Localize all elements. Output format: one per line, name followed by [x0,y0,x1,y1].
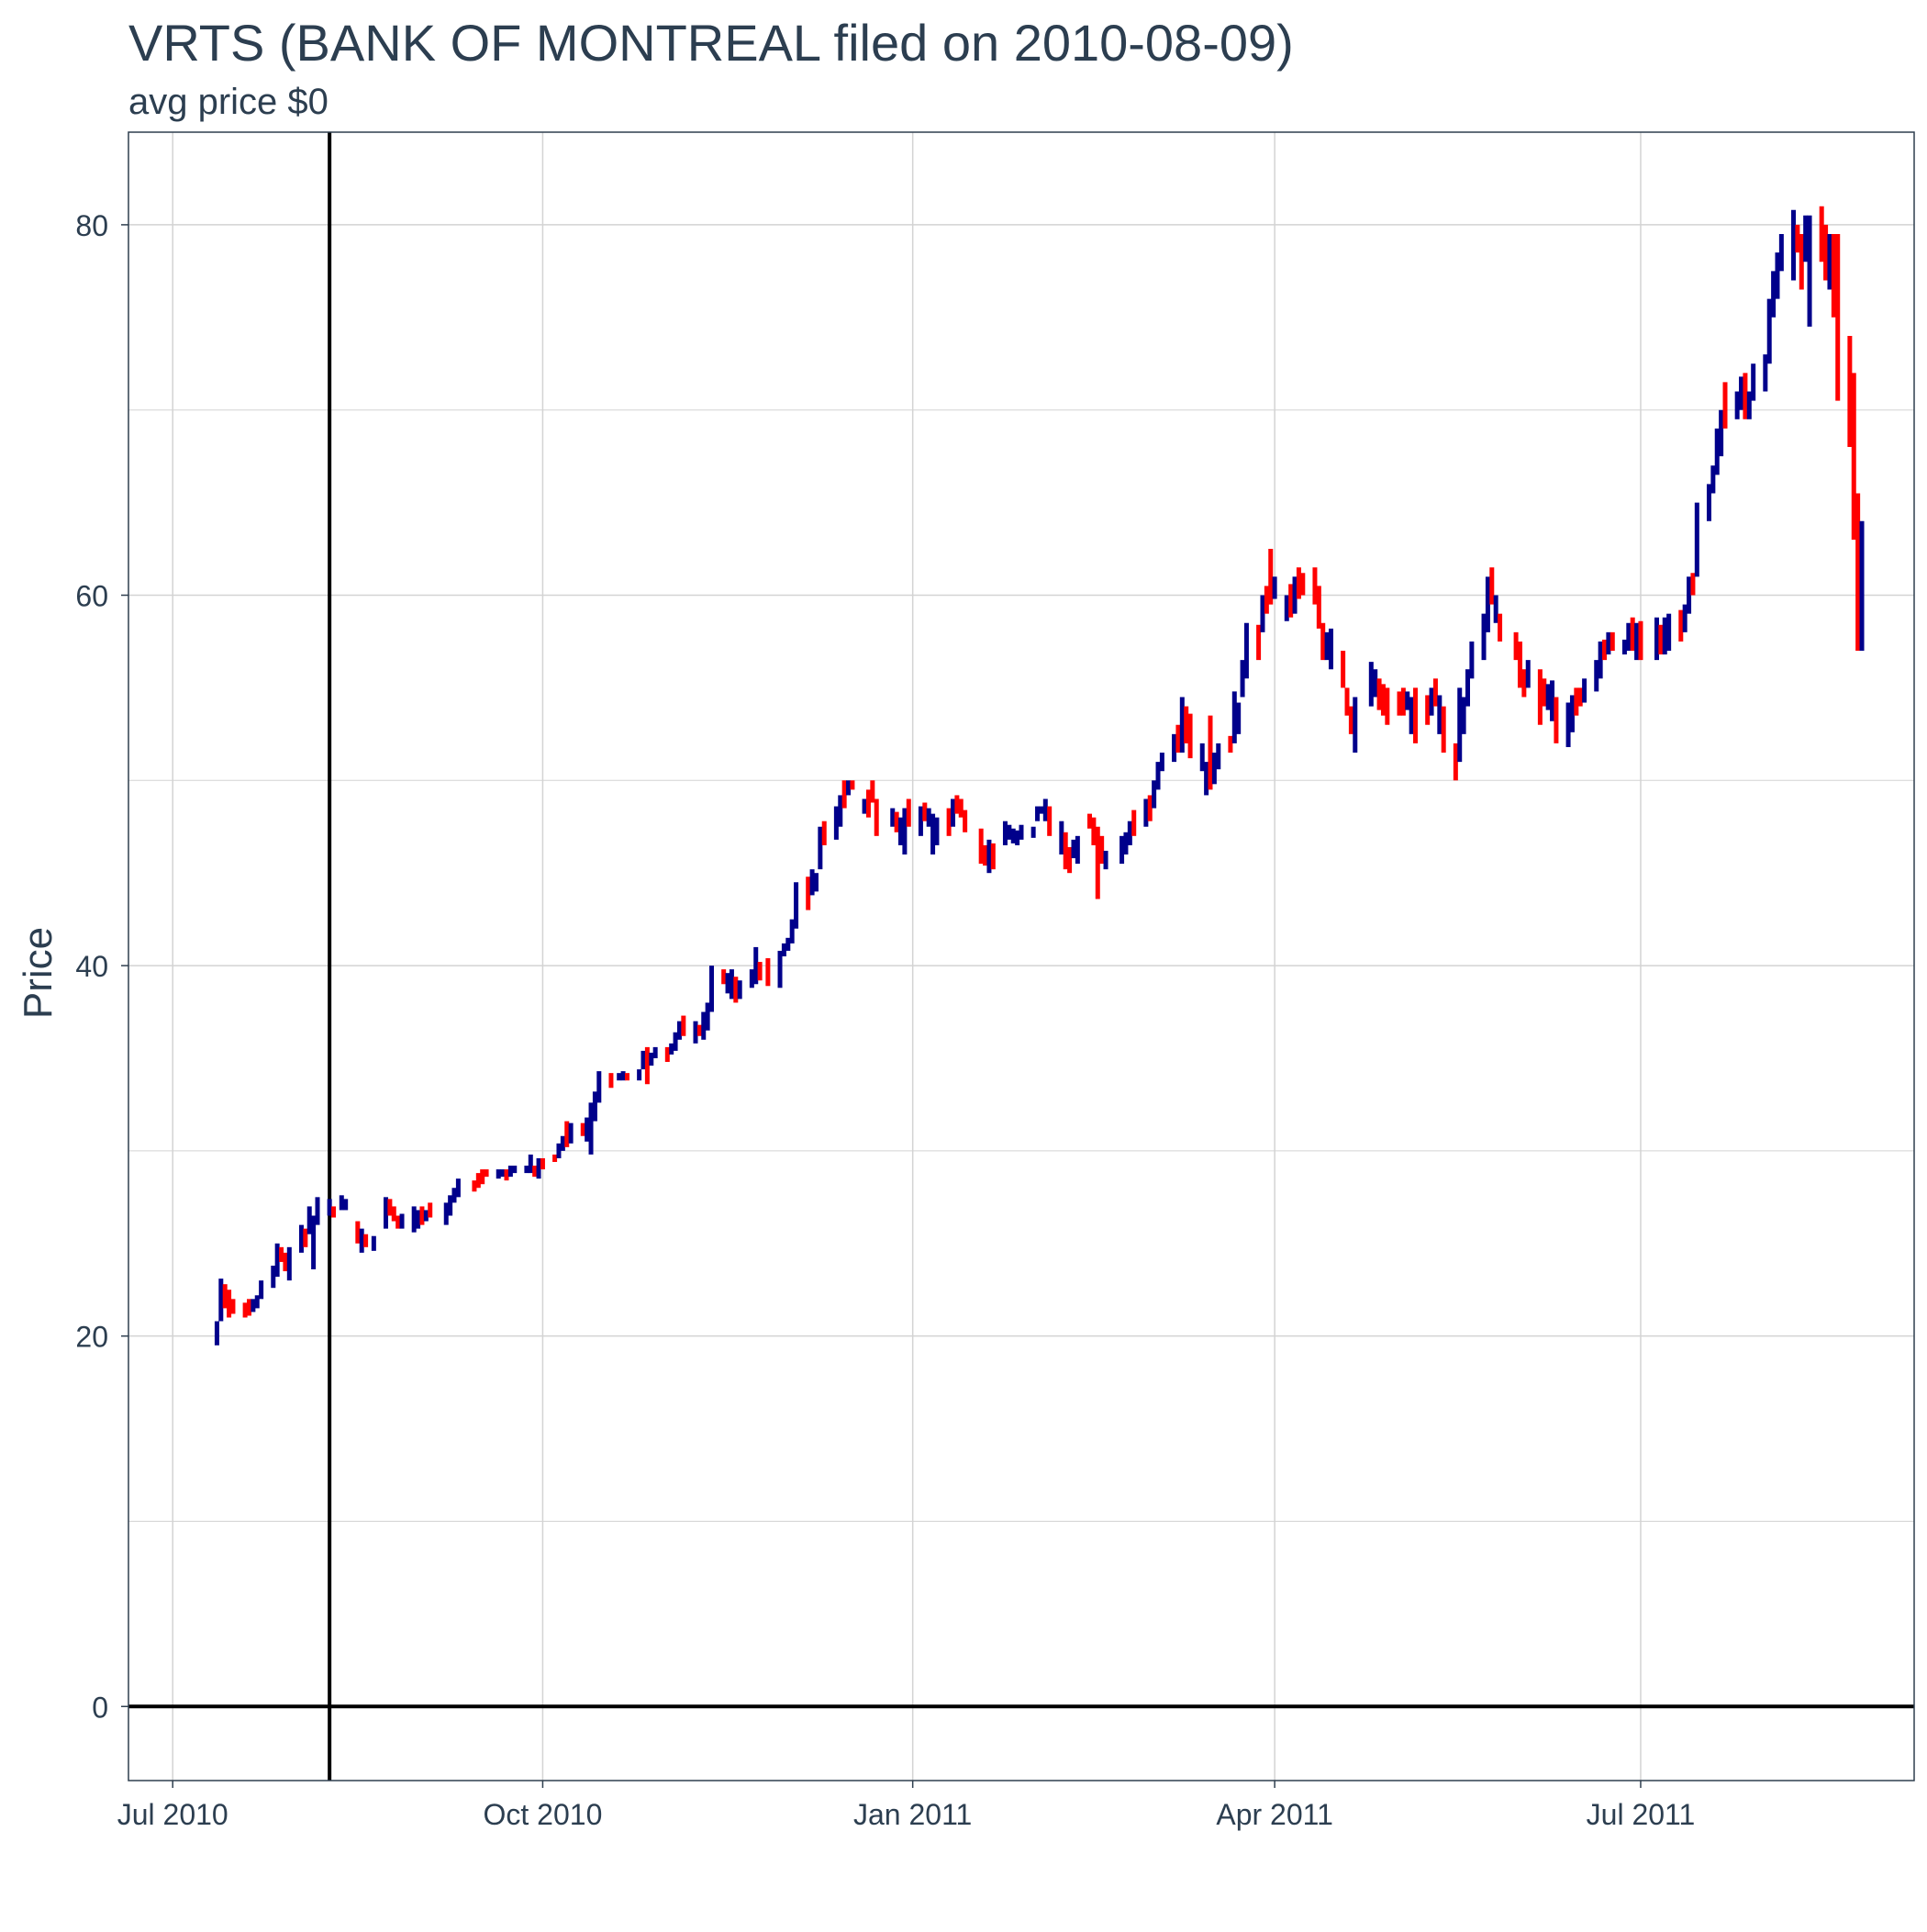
x-axis-ticks: Jul 2010 Oct 2010 Jan 2011 Apr 2011 Jul 2011 [117,1781,1696,1831]
y-axis-ticks: 0 20 40 60 80 [75,209,128,1724]
x-tick-label: Jul 2010 [117,1798,228,1831]
x-tick-label: Apr 2011 [1216,1798,1333,1831]
y-axis-label: Price [16,927,61,1019]
chart-title: VRTS (BANK OF MONTREAL filed on 2010-08-… [128,14,1294,72]
x-tick-label: Jan 2011 [853,1798,972,1831]
chart-subtitle: avg price $0 [128,82,329,122]
y-tick-label: 40 [75,950,108,983]
x-tick-label: Oct 2010 [484,1798,603,1831]
reference-lines [128,132,1914,1781]
grid-lines [128,132,1914,1781]
price-bars [214,206,1865,1346]
y-tick-label: 80 [75,209,108,242]
x-tick-label: Jul 2011 [1587,1798,1696,1831]
plot-frame [128,131,1915,1781]
y-tick-label: 0 [92,1691,108,1724]
y-tick-label: 20 [75,1321,108,1354]
y-tick-label: 60 [75,579,108,612]
